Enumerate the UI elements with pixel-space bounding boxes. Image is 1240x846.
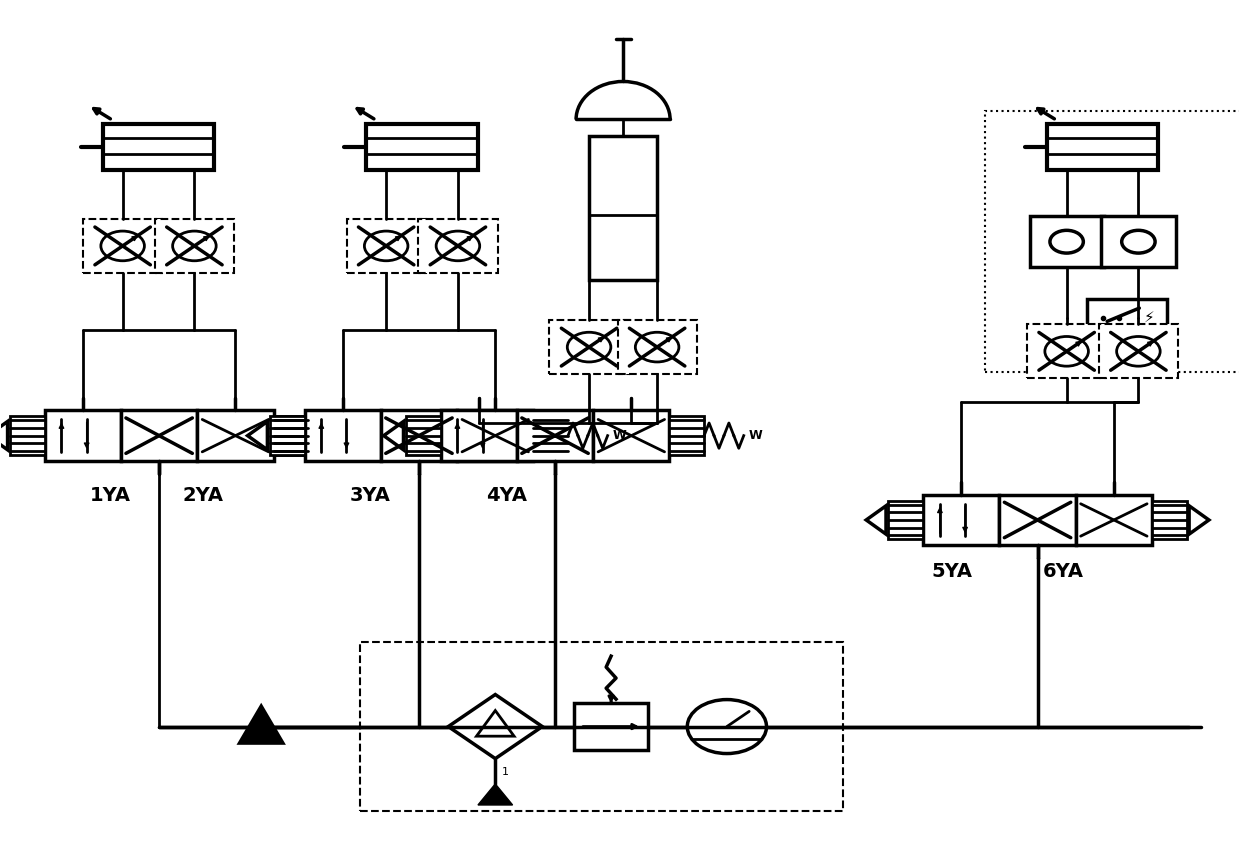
Text: 2YA: 2YA <box>182 486 223 505</box>
Polygon shape <box>0 421 7 450</box>
Bar <box>270 416 305 455</box>
Bar <box>593 410 670 461</box>
Circle shape <box>1117 337 1161 366</box>
Polygon shape <box>476 711 515 736</box>
Text: 1: 1 <box>501 767 508 777</box>
Bar <box>197 410 274 461</box>
Bar <box>274 416 309 455</box>
Bar <box>103 124 215 170</box>
Bar <box>1099 324 1178 378</box>
Text: 3YA: 3YA <box>350 486 391 505</box>
Circle shape <box>635 332 678 362</box>
Bar <box>366 124 477 170</box>
Polygon shape <box>477 784 512 805</box>
Bar <box>83 219 162 273</box>
Circle shape <box>365 231 408 261</box>
Bar <box>458 410 533 461</box>
Bar <box>405 416 440 455</box>
Bar <box>923 495 999 546</box>
Bar <box>618 320 697 374</box>
Circle shape <box>1050 230 1084 253</box>
Circle shape <box>1045 337 1089 366</box>
Polygon shape <box>248 421 268 450</box>
Text: W: W <box>613 429 626 442</box>
Circle shape <box>100 231 144 261</box>
Bar <box>418 219 497 273</box>
Bar <box>1152 501 1187 539</box>
Bar <box>45 410 122 461</box>
Polygon shape <box>449 695 542 759</box>
Bar <box>549 320 629 374</box>
Polygon shape <box>867 506 887 534</box>
Bar <box>517 410 593 461</box>
Bar <box>670 416 704 455</box>
Bar <box>1087 299 1168 337</box>
Bar <box>1076 495 1152 546</box>
Bar <box>155 219 234 273</box>
Bar <box>360 642 843 810</box>
Bar <box>999 495 1076 546</box>
Text: W: W <box>749 429 763 442</box>
Bar <box>589 136 657 280</box>
Circle shape <box>436 231 480 261</box>
Text: 1YA: 1YA <box>89 486 130 505</box>
Bar <box>440 410 517 461</box>
Bar <box>381 410 458 461</box>
Bar <box>533 416 568 455</box>
Circle shape <box>172 231 216 261</box>
Text: 5YA: 5YA <box>931 562 972 581</box>
Circle shape <box>687 700 766 754</box>
Bar <box>889 501 923 539</box>
Circle shape <box>567 332 611 362</box>
Bar <box>305 410 381 461</box>
Polygon shape <box>383 421 403 450</box>
Polygon shape <box>1189 506 1209 534</box>
Bar <box>346 219 425 273</box>
Bar <box>1047 124 1158 170</box>
Bar <box>574 703 649 750</box>
Bar <box>10 416 45 455</box>
Bar <box>985 111 1240 372</box>
Text: 4YA: 4YA <box>486 486 527 505</box>
Bar <box>122 410 197 461</box>
Polygon shape <box>239 706 284 744</box>
Text: 6YA: 6YA <box>1043 562 1084 581</box>
Circle shape <box>1122 230 1156 253</box>
Bar <box>1027 324 1106 378</box>
Polygon shape <box>311 421 331 450</box>
Bar <box>1029 217 1104 267</box>
Bar <box>1101 217 1176 267</box>
Text: ⚡: ⚡ <box>1143 310 1154 325</box>
